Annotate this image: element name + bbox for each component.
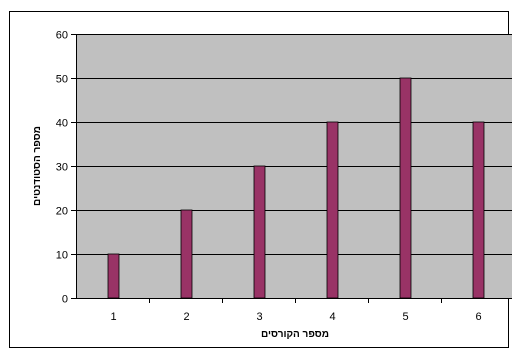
x-tick-labels: 1 2 3 4 5 6 xyxy=(110,298,482,323)
bar-3 xyxy=(253,165,266,299)
x-axis-title: מספר הקורסים xyxy=(261,329,329,340)
y-tick-label: 60 xyxy=(56,30,68,42)
y-axis-title: מספר הסטודנטים xyxy=(32,126,43,206)
bar-1 xyxy=(107,253,120,299)
y-tick-label: 40 xyxy=(56,118,68,130)
bar-5 xyxy=(399,77,412,299)
y-tick-label: 10 xyxy=(56,250,68,262)
x-tick-label: 3 xyxy=(256,311,262,323)
x-tick-label: 1 xyxy=(110,311,116,323)
y-tick-label: 50 xyxy=(56,74,68,86)
bar-2 xyxy=(180,209,193,299)
y-tick-label: 30 xyxy=(56,162,68,174)
y-tick-labels: 0 10 20 30 40 50 60 xyxy=(56,30,68,306)
x-tick-label: 6 xyxy=(475,311,481,323)
x-tick-label: 5 xyxy=(402,311,408,323)
gridlines xyxy=(71,34,512,299)
y-tick-label: 20 xyxy=(56,206,68,218)
x-tick-label: 4 xyxy=(329,311,335,323)
bar-4 xyxy=(326,121,339,299)
bar-6 xyxy=(472,121,485,299)
axes xyxy=(76,34,512,299)
x-tick-label: 2 xyxy=(183,311,189,323)
y-tick-label: 0 xyxy=(62,294,68,306)
